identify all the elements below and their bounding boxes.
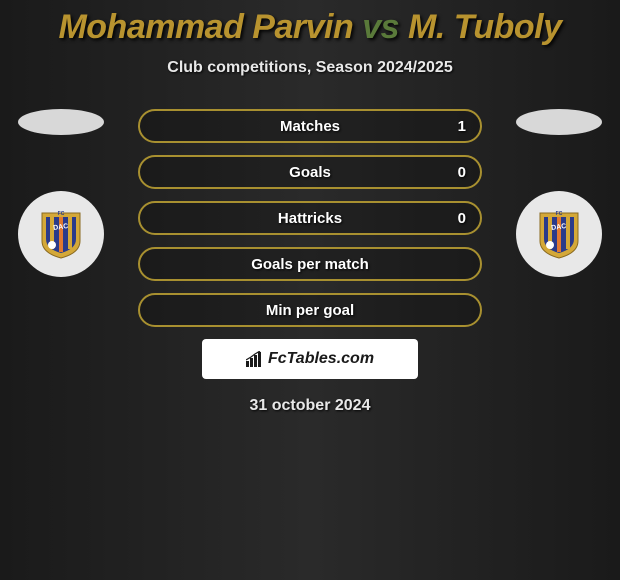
- subtitle: Club competitions, Season 2024/2025: [0, 59, 620, 77]
- stat-value: 0: [458, 210, 466, 227]
- left-ellipse-decoration: [18, 109, 104, 135]
- stat-label: Matches: [280, 118, 340, 135]
- brand-badge: FcTables.com: [202, 339, 418, 379]
- brand-text: FcTables.com: [268, 350, 374, 368]
- stat-label: Min per goal: [266, 302, 354, 319]
- stat-row: Matches 1: [138, 109, 482, 143]
- vs-text: vs: [362, 8, 399, 46]
- stats-container: Matches 1 Goals 0 Hattricks 0 Goals per …: [138, 109, 482, 327]
- stat-row: Goals per match: [138, 247, 482, 281]
- stat-label: Goals: [289, 164, 331, 181]
- left-club-logo: FC DAC: [18, 191, 104, 277]
- stat-label: Goals per match: [251, 256, 369, 273]
- stat-label: Hattricks: [278, 210, 342, 227]
- svg-text:FC: FC: [556, 211, 563, 217]
- club-shield-icon: FC DAC: [538, 209, 580, 259]
- stat-row: Hattricks 0: [138, 201, 482, 235]
- right-ellipse-decoration: [516, 109, 602, 135]
- player2-name: M. Tuboly: [408, 8, 562, 46]
- stat-value: 1: [458, 118, 466, 135]
- page-title: Mohammad Parvin vs M. Tuboly: [0, 0, 620, 47]
- player1-name: Mohammad Parvin: [58, 8, 353, 46]
- stat-value: 0: [458, 164, 466, 181]
- stat-row: Min per goal: [138, 293, 482, 327]
- right-club-logo: FC DAC: [516, 191, 602, 277]
- chart-icon: [246, 351, 264, 367]
- svg-text:FC: FC: [58, 211, 65, 217]
- club-shield-icon: FC DAC: [40, 209, 82, 259]
- comparison-main: FC DAC FC DAC Matches 1 Goals 0: [0, 109, 620, 415]
- stat-row: Goals 0: [138, 155, 482, 189]
- date-text: 31 october 2024: [0, 397, 620, 415]
